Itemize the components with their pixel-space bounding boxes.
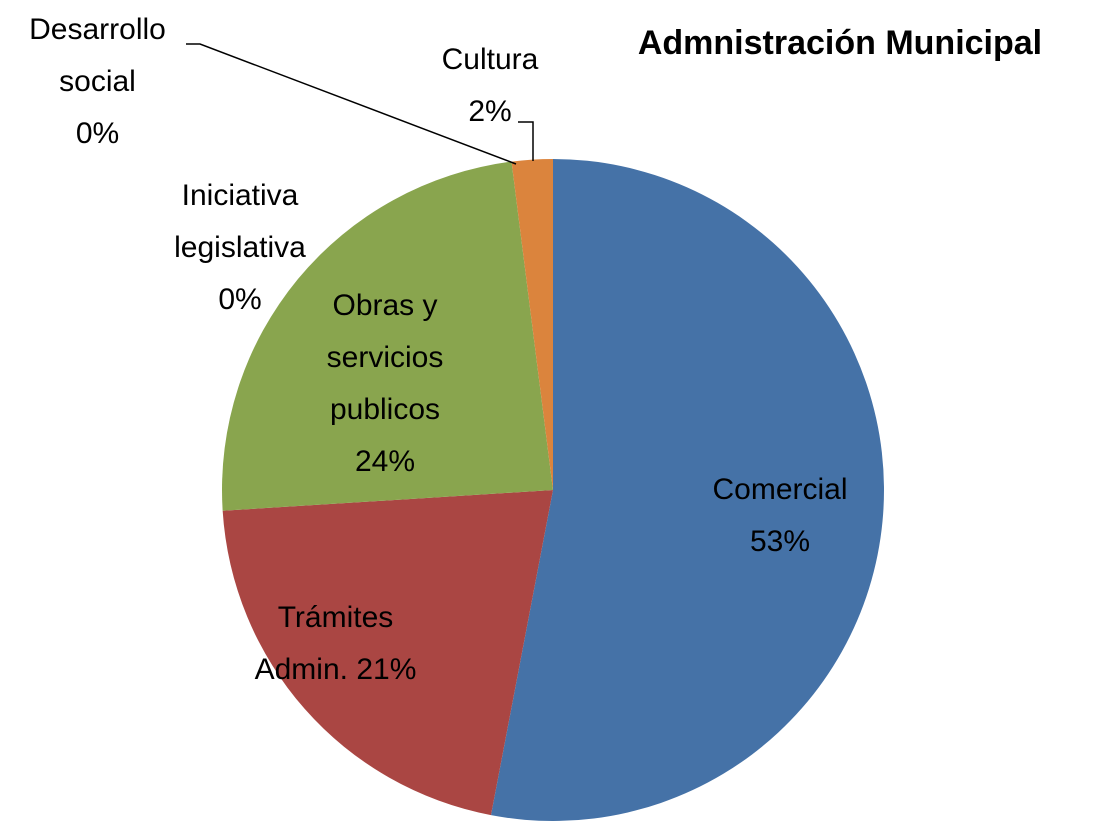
value-label: 53% — [749, 525, 811, 558]
leader-line — [186, 43, 517, 165]
category-name: Cultura — [441, 43, 539, 76]
category-name: Iniciativa legislativa — [174, 179, 306, 264]
value-label: 0% — [218, 283, 262, 316]
pie-slice — [222, 161, 553, 511]
value-label: 2% — [468, 95, 512, 128]
category-name: Comercial — [712, 473, 848, 506]
slice-label: Comercial 53% — [680, 464, 880, 568]
category-name: Trámites Admin. — [254, 601, 394, 686]
value-label: 24% — [354, 445, 416, 478]
category-name: Desarrollo social — [29, 13, 166, 98]
pie-slice — [511, 159, 553, 490]
slice-label: Cultura 2% — [420, 34, 560, 138]
leader-line — [518, 121, 534, 161]
slice-label: Obras y servicios publicos 24% — [300, 280, 470, 488]
pie-slice — [490, 159, 884, 821]
chart-title: Admnistración Municipal — [637, 24, 1043, 62]
value-label: 21% — [356, 653, 417, 686]
slice-label: Trámites Admin. 21% — [228, 592, 443, 696]
slice-label: Iniciativa legislativa 0% — [140, 170, 340, 326]
pie-slice — [222, 490, 554, 816]
value-label: 0% — [75, 117, 120, 150]
category-name: Obras y servicios publicos — [326, 289, 444, 426]
slice-label: Desarrollo social 0% — [0, 4, 195, 160]
